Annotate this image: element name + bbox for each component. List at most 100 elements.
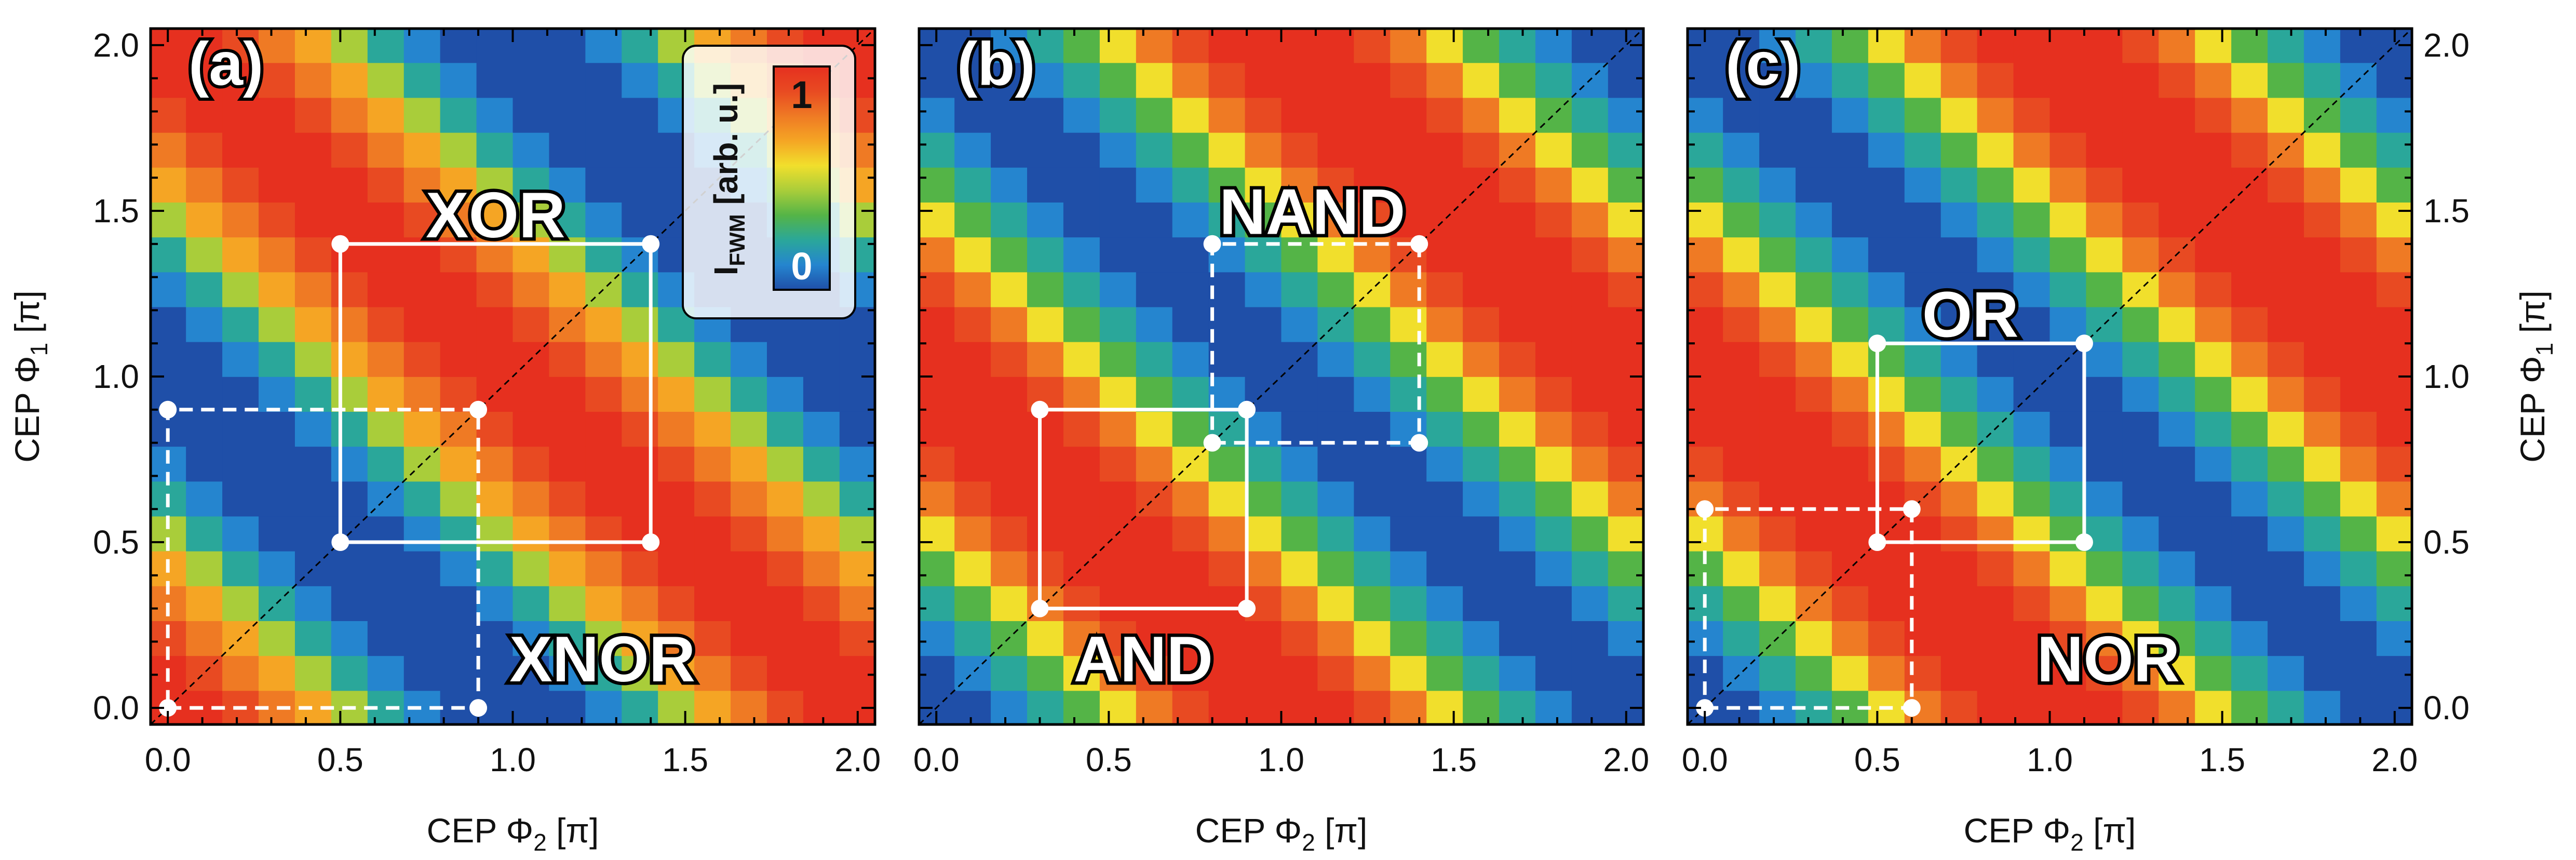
heatmap-cell <box>1027 237 1064 273</box>
heatmap-cell <box>658 690 695 724</box>
heatmap-cell <box>1281 516 1318 552</box>
heatmap-cell <box>222 550 259 586</box>
heatmap-cell <box>331 306 368 342</box>
heatmap-cell <box>2376 341 2412 377</box>
heatmap-cell <box>876 377 913 412</box>
heatmap-cell <box>803 341 840 377</box>
heatmap-cell <box>367 516 404 552</box>
heatmap-cell <box>2231 202 2268 238</box>
heatmap-cell <box>403 377 441 412</box>
heatmap-cell <box>1136 586 1173 621</box>
heatmap-cell <box>1723 411 1760 447</box>
heatmap-cell <box>1499 306 1536 342</box>
panel-2: NAND AND 0.0 0.5 1.0 1.5 2.0 CEP Φ2 [π] (b) <box>913 0 1681 856</box>
heatmap-cell <box>991 202 1028 238</box>
heatmap-cell <box>1245 167 1282 203</box>
heatmap-cell <box>1354 550 1391 586</box>
heatmap-cell <box>2268 550 2304 586</box>
heatmap-cell <box>259 62 295 98</box>
heatmap-cell <box>2340 411 2377 447</box>
heatmap-cell <box>367 621 404 656</box>
gate-point <box>469 699 488 717</box>
heatmap-cell <box>1136 132 1173 168</box>
heatmap-cell <box>403 62 441 98</box>
heatmap-cell <box>1868 97 1905 133</box>
heatmap-cell <box>2231 655 2268 691</box>
heatmap-cell <box>1759 97 1796 133</box>
heatmap-cell <box>1831 621 1869 656</box>
heatmap-cell <box>694 516 731 552</box>
heatmap-cell <box>2376 202 2412 238</box>
heatmap-cell <box>1208 202 1246 238</box>
heatmap-cell <box>766 481 804 517</box>
heatmap-cell <box>658 516 695 552</box>
heatmap-cell <box>1571 132 1609 168</box>
heatmap-cell <box>1099 237 1137 273</box>
heatmap-cell <box>1571 446 1609 482</box>
heatmap-cell <box>512 621 550 656</box>
heatmap-cell <box>2013 481 2051 517</box>
heatmap-cell <box>1644 342 1681 377</box>
heatmap-cell <box>2159 586 2195 621</box>
heatmap-cell <box>954 411 991 447</box>
heatmap-cell <box>1099 167 1137 203</box>
heatmap-cell <box>1099 621 1137 656</box>
heatmap-cell <box>1099 306 1137 342</box>
heatmap-cell <box>512 202 550 238</box>
heatmap-cell <box>331 202 368 238</box>
heatmap-cell <box>2049 481 2087 517</box>
heatmap-cell <box>549 690 586 724</box>
gate-and: AND <box>1031 400 1256 699</box>
heatmap-cell <box>1390 97 1427 133</box>
heatmap-cell <box>1571 481 1609 517</box>
heatmap-cell <box>1100 0 1137 28</box>
heatmap-cell <box>585 167 623 203</box>
x-tick-label: 0.5 <box>1086 741 1132 778</box>
heatmap-cell <box>1796 516 1832 552</box>
heatmap-cell <box>331 167 368 203</box>
heatmap-cell <box>295 0 332 28</box>
heatmap-cell <box>1499 481 1536 517</box>
heatmap-cell <box>403 621 441 656</box>
heatmap-cell <box>1644 446 1681 481</box>
heatmap-cell <box>294 97 332 133</box>
heatmap-cell <box>2303 621 2341 656</box>
heatmap-cell <box>876 307 913 342</box>
heatmap-cell <box>2086 481 2123 517</box>
heatmap-cell <box>1571 272 1609 307</box>
heatmap-cell <box>876 0 913 28</box>
heatmap-cell <box>2195 655 2232 691</box>
heatmap-cell <box>2268 62 2304 98</box>
heatmap-cell <box>2086 97 2123 133</box>
heatmap-cell <box>585 481 623 517</box>
heatmap-cell <box>2122 0 2159 28</box>
heatmap-cell <box>440 202 477 238</box>
heatmap-cell <box>186 516 223 552</box>
heatmap-cell <box>2413 621 2450 656</box>
heatmap-cell <box>1723 202 1760 238</box>
panel-tag: (a) <box>188 30 263 98</box>
heatmap-cell <box>1608 62 1643 98</box>
heatmap-cell <box>1941 0 1978 28</box>
heatmap-cell <box>1317 655 1355 691</box>
heatmap-cell <box>2303 272 2341 307</box>
heatmap-cell <box>1644 551 1681 586</box>
heatmap-cell <box>2268 377 2304 412</box>
heatmap-cell <box>1796 550 1832 586</box>
heatmap-cell <box>1977 586 2014 621</box>
heatmap-cell <box>622 62 658 98</box>
heatmap-cell <box>2376 481 2412 517</box>
heatmap-cell <box>2231 377 2268 412</box>
heatmap-cell <box>2013 411 2051 447</box>
heatmap-cell <box>259 621 295 656</box>
heatmap-cell <box>367 167 404 203</box>
heatmap-cell <box>1535 411 1572 447</box>
heatmap-cell <box>549 411 586 447</box>
heatmap-cell <box>222 202 259 238</box>
gate-xnor: XNOR <box>159 400 699 717</box>
heatmap-cell <box>2049 272 2087 307</box>
heatmap-cell <box>2268 621 2304 656</box>
heatmap-cell <box>919 306 955 342</box>
heatmap-cell <box>549 167 586 203</box>
heatmap-cell <box>2268 306 2304 342</box>
